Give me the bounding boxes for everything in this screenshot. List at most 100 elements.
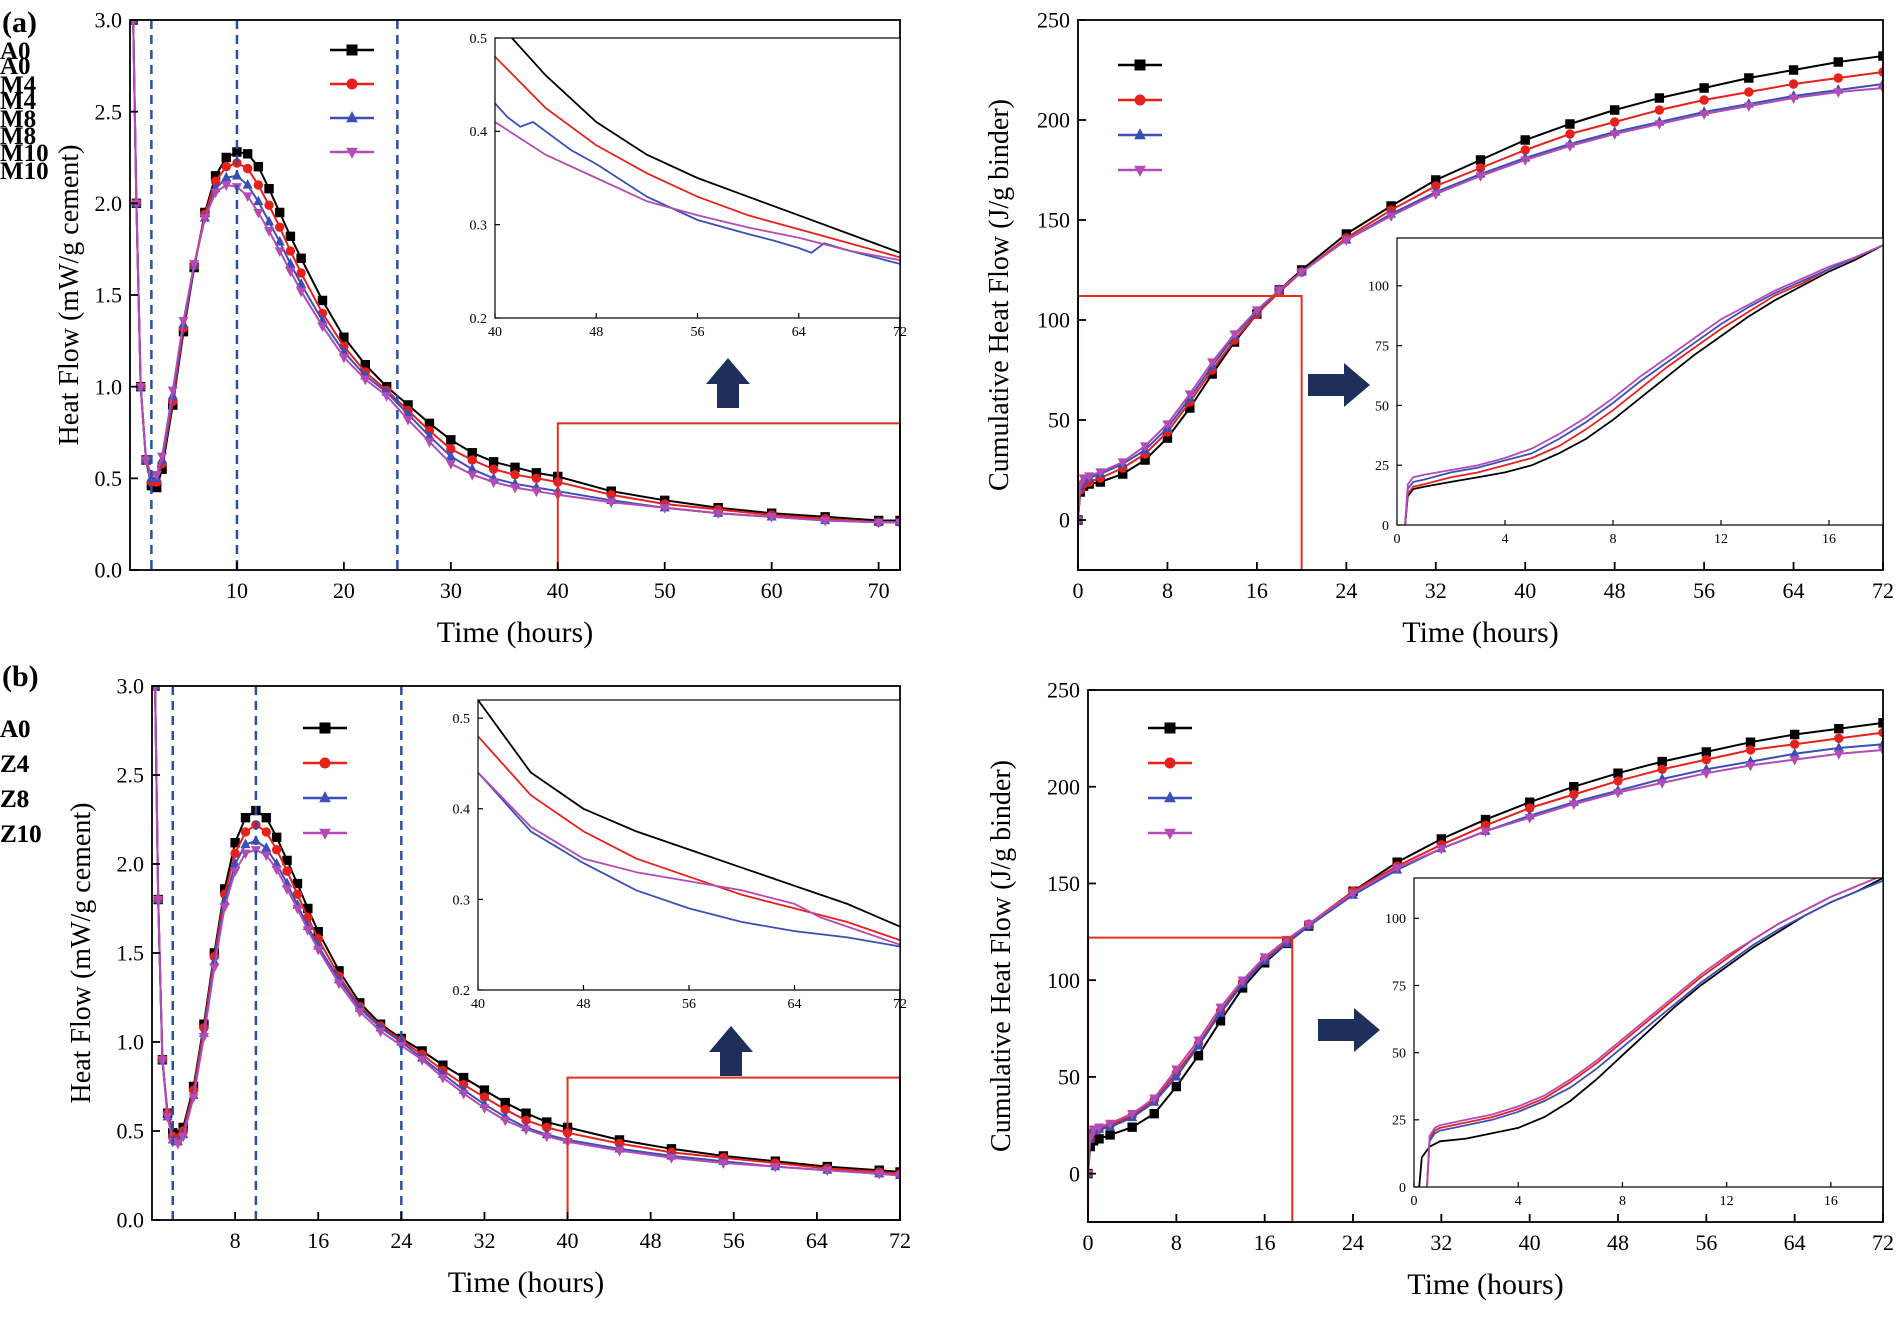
data-point-Z4 [261, 827, 271, 837]
data-point-Z10 [1127, 1110, 1138, 1120]
data-point-M10 [713, 509, 724, 520]
data-point-M10 [285, 267, 296, 278]
y-tick-label: 3.0 [95, 8, 123, 33]
chart-b_heat_flow: 8 16 24 32 40 48 56 64 72 0.0 0.5 1.0 1.5 2.0 2.5 3.0 Ti… [0, 674, 911, 1299]
x-tick-label: 24 [390, 1228, 412, 1253]
data-point-M10 [820, 516, 831, 527]
data-point-Z10 [1524, 814, 1535, 824]
data-point-Z10 [302, 926, 313, 936]
data-point-M4 [296, 268, 306, 278]
data-point-Z4 [282, 866, 292, 876]
y-tick-label: 0 [1059, 508, 1070, 533]
data-point-Z10 [209, 963, 220, 974]
data-point-A0 [240, 813, 251, 823]
data-point-Z10 [292, 904, 303, 915]
data-point-A0 [1094, 1134, 1104, 1144]
data-point-Z4 [240, 827, 251, 837]
data-point-Z8 [261, 842, 272, 852]
data-point-A0 [424, 418, 435, 429]
inset-background [478, 700, 900, 990]
y-tick-label: 0.3 [453, 893, 471, 908]
y-tick-label: 25 [1375, 459, 1389, 474]
data-point-Z8 [1171, 1071, 1182, 1081]
legend-marker-A0 [319, 722, 331, 734]
data-point-Z10 [614, 1146, 625, 1157]
y-tick-label: 150 [1047, 871, 1080, 896]
x-tick-label: 8 [230, 1228, 241, 1253]
y-tick-label: 75 [1392, 979, 1406, 994]
data-point-M10 [141, 456, 152, 466]
x-tick-label: 64 [806, 1228, 828, 1253]
data-point-Z10 [1436, 844, 1447, 855]
x-tick-label: 32 [1430, 1230, 1452, 1255]
x-tick-label: 0 [1073, 578, 1084, 603]
data-point-A0 [1565, 119, 1575, 129]
data-point-Z8 [240, 838, 251, 849]
x-tick-label: 64 [788, 997, 802, 1012]
data-point-M10 [1274, 286, 1285, 296]
data-point-A0 [521, 1108, 531, 1118]
data-point-Z10 [1701, 769, 1712, 780]
series-line-M10 [495, 121, 900, 261]
axes-frame [1396, 237, 1884, 526]
data-point-A0 [242, 149, 253, 159]
data-point-M10 [1475, 172, 1486, 182]
y-tick-label: 50 [1048, 408, 1070, 433]
data-point-M4 [1654, 105, 1665, 115]
data-point-M10 [606, 498, 617, 509]
data-point-A0 [1878, 718, 1883, 728]
data-point-M4 [1520, 145, 1530, 155]
x-tick-label: 8 [1619, 1194, 1626, 1209]
data-point-A0 [1654, 93, 1665, 103]
data-point-A0 [1744, 73, 1754, 83]
x-tick-label: 64 [1783, 578, 1805, 603]
data-point-M10 [1520, 156, 1531, 166]
series-line-M8 [1404, 244, 1883, 525]
data-point-M8 [253, 195, 264, 206]
y-tick-label: 250 [1047, 678, 1080, 703]
y-axis-title: Heat Flow (mW/g cement) [66, 803, 97, 1104]
y-tick-label: 0.4 [453, 803, 471, 818]
data-point-A0 [510, 462, 520, 473]
data-point-M8 [445, 450, 456, 460]
legend-marker-M10 [346, 147, 358, 159]
x-tick-label: 32 [1425, 578, 1447, 603]
data-point-M10 [659, 504, 670, 514]
data-point-Z10 [458, 1089, 469, 1100]
data-point-A0 [500, 1097, 510, 1108]
y-tick-label: 0.5 [117, 1119, 145, 1144]
y-tick-label: 200 [1037, 108, 1070, 133]
x-tick-label: 8 [1162, 578, 1173, 603]
data-point-Z10 [874, 1170, 885, 1180]
data-point-M10 [1296, 268, 1307, 278]
data-point-Z10 [718, 1159, 729, 1169]
data-point-Z10 [1149, 1094, 1160, 1105]
x-tick-label: 56 [682, 997, 696, 1012]
data-point-Z10 [1171, 1065, 1182, 1076]
x-tick-label: 16 [1246, 578, 1268, 603]
data-point-M10 [1117, 458, 1128, 468]
data-point-M10 [1788, 94, 1799, 104]
data-point-M10 [338, 353, 349, 364]
data-point-Z10 [153, 895, 164, 906]
data-point-M4 [467, 455, 477, 465]
data-point-A0 [1149, 1108, 1159, 1119]
data-point-M8 [274, 235, 285, 246]
y-tick-label: 50 [1375, 399, 1389, 414]
data-point-M10 [488, 478, 499, 488]
data-point-M10 [1654, 120, 1665, 130]
data-point-A0 [1789, 729, 1800, 740]
data-point-A0 [1657, 756, 1667, 767]
y-axis-title: Cumulative Heat Flow (J/g binder) [986, 760, 1017, 1152]
data-point-Z10 [1789, 755, 1800, 766]
data-point-M4 [1431, 181, 1441, 191]
legend-marker-M4 [1134, 94, 1146, 106]
legend-marker-M10 [1134, 165, 1146, 177]
arrow-right-icon [1308, 363, 1370, 407]
arrow-right-icon [1318, 1008, 1380, 1052]
data-point-Z10 [500, 1116, 511, 1127]
data-point-Z10 [1745, 761, 1756, 772]
x-tick-label: 72 [1872, 1230, 1894, 1255]
data-point-A0 [1520, 135, 1530, 145]
data-point-A0 [261, 813, 271, 823]
